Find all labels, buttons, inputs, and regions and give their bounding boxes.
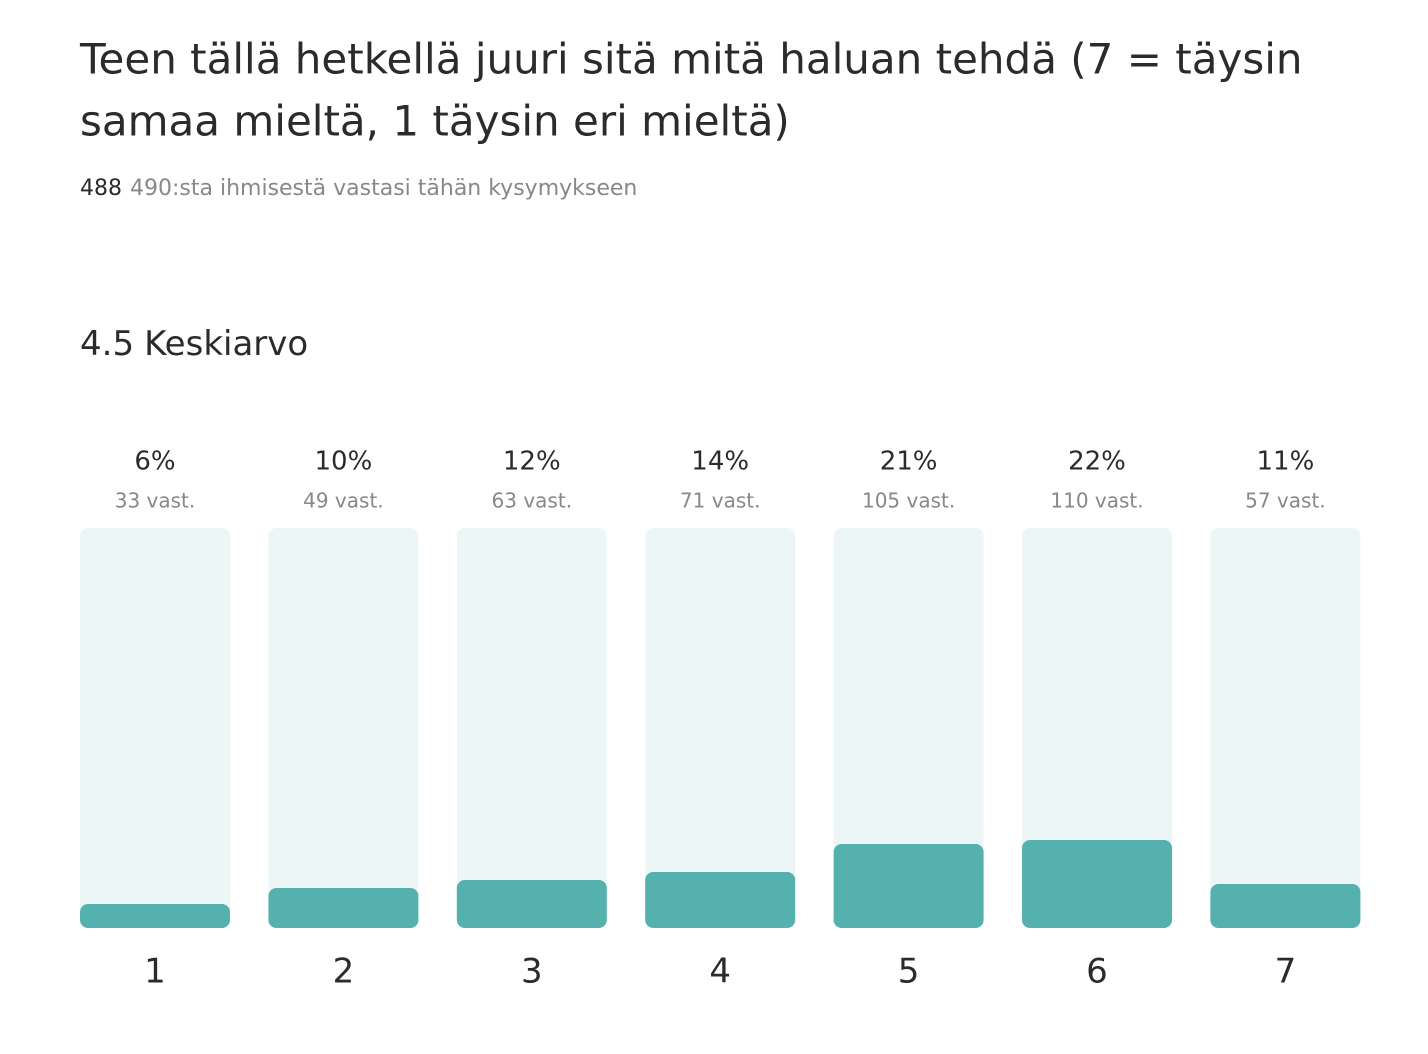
bar-track (80, 528, 230, 928)
count-label: 49 vast. (303, 489, 384, 513)
x-tick-label: 3 (521, 952, 543, 992)
count-label: 33 vast. (115, 489, 196, 513)
value-label: 10% (315, 447, 373, 477)
bar-track (268, 528, 419, 928)
bar-track (1210, 528, 1361, 928)
value-label: 12% (503, 447, 561, 477)
x-tick-label: 1 (144, 952, 166, 992)
bar-track (833, 528, 984, 928)
count-label: 63 vast. (492, 489, 573, 513)
bar (645, 872, 796, 928)
count-label: 110 vast. (1050, 489, 1143, 513)
x-tick-label: 4 (709, 952, 731, 992)
value-label: 22% (1068, 447, 1126, 477)
bar-track (645, 528, 796, 928)
bar (456, 880, 607, 928)
mean-value: 4.5 (80, 324, 134, 364)
bar (268, 888, 419, 928)
bar (1210, 884, 1361, 928)
x-tick-label: 5 (898, 952, 920, 992)
chart-title: samaa mieltä, 1 täysin eri mieltä) (80, 97, 790, 146)
bar-track (1022, 528, 1172, 928)
answered-count: 488 (80, 176, 122, 201)
value-label: 14% (691, 447, 749, 477)
value-label: 6% (134, 447, 175, 477)
x-tick-label: 7 (1275, 952, 1297, 992)
count-label: 105 vast. (862, 489, 955, 513)
mean: 4.5 Keskiarvo (80, 324, 308, 364)
count-label: 71 vast. (680, 489, 761, 513)
x-tick-label: 2 (333, 952, 355, 992)
mean-label: Keskiarvo (144, 324, 308, 364)
value-label: 11% (1257, 447, 1315, 477)
count-label: 57 vast. (1245, 489, 1326, 513)
bar (80, 904, 230, 928)
subtitle: 488 490:sta ihmisestä vastasi tähän kysym… (80, 176, 637, 201)
bar-track (456, 528, 607, 928)
subtitle-text: 490:sta ihmisestä vastasi tähän kysymyks… (130, 176, 637, 201)
bar (1022, 840, 1172, 928)
bar (833, 844, 984, 928)
value-label: 21% (880, 447, 938, 477)
x-tick-label: 6 (1086, 952, 1108, 992)
chart-title: Teen tällä hetkellä juuri sitä mitä halu… (79, 35, 1303, 84)
